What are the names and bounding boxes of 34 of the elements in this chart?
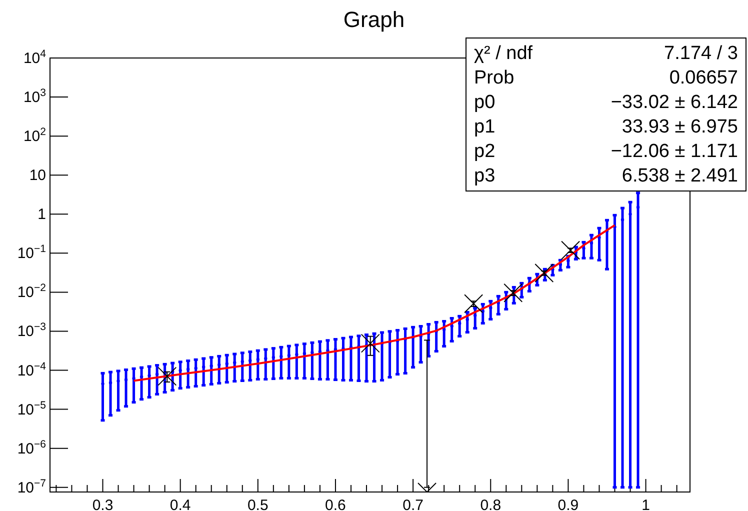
y-tick-label: 10$^{−6}$ bbox=[17, 438, 46, 458]
y-tick-label: 10$^{−1}$ bbox=[17, 243, 46, 262]
line-series bbox=[132, 224, 616, 382]
x-tick-label: 0.3 bbox=[92, 497, 114, 511]
y-tick-label: 10$^{−7}$ bbox=[17, 477, 46, 496]
x-tick-label: 1 bbox=[642, 497, 650, 511]
chart-title: Graph bbox=[343, 7, 405, 32]
annotation: 33.93 ± 6.975 bbox=[622, 116, 738, 138]
y-tick-label: 10$^{2}$ bbox=[23, 126, 46, 146]
annotation: p3 bbox=[474, 166, 496, 186]
annotation: −12.06 ± 1.171 bbox=[610, 141, 738, 162]
x-tick-label: 0.5 bbox=[247, 497, 268, 511]
annotation: p2 bbox=[474, 141, 496, 162]
x-tick-label: 0.6 bbox=[325, 497, 346, 511]
x-tick-label: 0.7 bbox=[402, 497, 424, 511]
y-tick-label: 10$^{−2}$ bbox=[17, 282, 46, 302]
annotation: p0 bbox=[474, 92, 496, 113]
x-tick-label: 0.8 bbox=[480, 497, 502, 511]
y-tick-label: 10$^{4}$ bbox=[23, 48, 46, 67]
annotation: 0.06657 bbox=[669, 68, 738, 88]
annotation: 6.538 ± 2.491 bbox=[622, 166, 738, 186]
y-tick-label: 10$^{3}$ bbox=[23, 87, 46, 106]
y-tick-label: 10 bbox=[29, 167, 46, 184]
y-tick-label: 10$^{−5}$ bbox=[17, 399, 46, 418]
annotation: −33.02 ± 6.142 bbox=[610, 92, 738, 113]
y-tick-label: 10$^{−3}$ bbox=[17, 321, 46, 340]
y-tick-label: 10$^{−4}$ bbox=[17, 360, 46, 380]
annotation: 7.174 / 3 bbox=[664, 43, 738, 64]
annotation: χ² / ndf bbox=[474, 43, 534, 64]
x-tick-label: 0.4 bbox=[170, 497, 191, 511]
x-tick-label: 0.9 bbox=[558, 497, 579, 511]
y-tick-label: 1 bbox=[38, 206, 46, 224]
annotation: p1 bbox=[474, 116, 496, 138]
annotation: Prob bbox=[474, 68, 514, 88]
